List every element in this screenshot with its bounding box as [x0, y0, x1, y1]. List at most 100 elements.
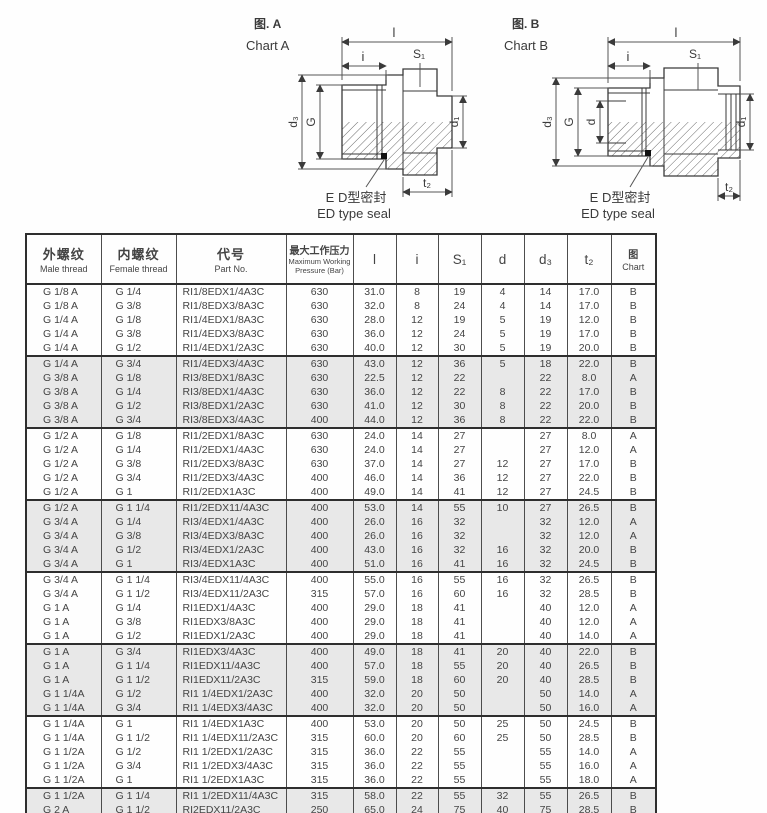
table-cell: G 1/2 A	[25, 471, 102, 485]
table-cell: 55	[437, 500, 482, 515]
dim-s1-label: S₁	[413, 47, 425, 61]
seal-label-en: ED type seal	[317, 206, 391, 221]
table-cell: 400	[285, 615, 354, 629]
table-cell: G 1/2 A	[25, 443, 102, 457]
col-d: d	[480, 234, 525, 284]
table-cell	[480, 428, 525, 443]
table-cell: B	[610, 413, 657, 428]
table-cell: 630	[285, 341, 354, 356]
table-cell: 400	[285, 701, 354, 716]
table-cell: 55	[437, 745, 482, 759]
table-cell: 400	[285, 529, 354, 543]
table-cell: 24.5	[566, 716, 612, 731]
table-cell: 18	[395, 644, 439, 659]
table-cell: RI1 1/2EDX3/4A3C	[175, 759, 287, 773]
table-cell: 4	[480, 284, 525, 299]
table-cell: 60	[437, 673, 482, 687]
table-cell: 12	[395, 341, 439, 356]
dim-d1-label: d₁	[734, 117, 748, 128]
table-cell: 315	[285, 759, 354, 773]
table-cell: G 3/8	[100, 615, 177, 629]
table-row: G 1 1/2A G 1/2 RI1 1/2EDX1/2A3C 315 36.0 22 55…	[25, 745, 657, 759]
table-cell: RI1EDX1/4A3C	[175, 601, 287, 615]
table-cell: 12.0	[566, 601, 612, 615]
table-cell: G 1/8	[100, 428, 177, 443]
table-cell: 25	[480, 731, 525, 745]
table-cell: 60	[437, 587, 482, 601]
table-cell: 55	[437, 659, 482, 673]
table-cell: 12.0	[566, 529, 612, 543]
chart-a-title-en: Chart A	[246, 38, 290, 53]
chart-a-title-cn: 图. A	[254, 17, 282, 31]
table-cell: G 3/4	[100, 413, 177, 428]
table-cell: 40	[480, 803, 525, 813]
table-cell: 40	[523, 659, 568, 673]
table-row: G 1 1/2A G 3/4 RI1 1/2EDX3/4A3C 315 36.0 22 55…	[25, 759, 657, 773]
table-cell: 32	[437, 529, 482, 543]
table-cell: G 1/2 A	[25, 500, 102, 515]
table-cell: B	[610, 500, 657, 515]
table-cell: 60.0	[352, 731, 397, 745]
table-cell: 20.0	[566, 543, 612, 557]
table-cell: 18	[523, 356, 568, 371]
table-cell: A	[610, 515, 657, 529]
table-cell: G 1/4 A	[25, 356, 102, 371]
dim-d3-label: d₃	[540, 116, 554, 128]
table-cell: 29.0	[352, 615, 397, 629]
table-cell: B	[610, 543, 657, 557]
table-cell: 26.5	[566, 572, 612, 587]
table-cell: 16	[480, 587, 525, 601]
table-cell: 32.0	[352, 687, 397, 701]
table-cell: G 1/2	[100, 543, 177, 557]
table-cell: G 1 1/2	[100, 673, 177, 687]
table-cell: G 1 A	[25, 629, 102, 644]
table-cell: G 3/4	[100, 356, 177, 371]
table-cell: G 1/4	[100, 385, 177, 399]
table-cell: 630	[285, 299, 354, 313]
table-cell: 630	[285, 284, 354, 299]
table-cell: 20	[395, 701, 439, 716]
table-cell: 41	[437, 644, 482, 659]
table-cell: 29.0	[352, 601, 397, 615]
table-cell: 37.0	[352, 457, 397, 471]
table-cell: 18	[395, 601, 439, 615]
dim-t2-label: t₂	[725, 180, 733, 194]
table-cell: 28.5	[566, 673, 612, 687]
table-cell: G 3/4 A	[25, 529, 102, 543]
table-cell: 40.0	[352, 341, 397, 356]
table-cell: 16	[480, 557, 525, 572]
table-cell: 36.0	[352, 745, 397, 759]
seal-label-cn: E D型密封	[590, 190, 651, 205]
table-cell: G 2 A	[25, 803, 102, 813]
table-cell: RI1 1/2EDX1/2A3C	[175, 745, 287, 759]
table-cell: RI1/2EDX11/4A3C	[175, 500, 287, 515]
col-chart: 图 Chart	[610, 234, 657, 284]
table-cell: G 3/4 A	[25, 557, 102, 572]
table-cell: 20	[395, 716, 439, 731]
table-cell: G 1/2	[100, 629, 177, 644]
table-cell: 58.0	[352, 788, 397, 803]
table-cell: 12	[395, 327, 439, 341]
table-cell: 12	[395, 313, 439, 327]
table-cell: G 1/2 A	[25, 428, 102, 443]
dim-d-label: d	[584, 119, 598, 126]
table-cell: 400	[285, 572, 354, 587]
table-cell: 36	[437, 413, 482, 428]
table-cell: 30	[437, 341, 482, 356]
table-cell: G 1 1/2A	[25, 759, 102, 773]
table-cell: 16	[480, 572, 525, 587]
table-cell: 22.0	[566, 413, 612, 428]
table-cell: 75	[437, 803, 482, 813]
table-cell: B	[610, 299, 657, 313]
table-cell: G 1/4 A	[25, 327, 102, 341]
table-cell: G 1 A	[25, 644, 102, 659]
